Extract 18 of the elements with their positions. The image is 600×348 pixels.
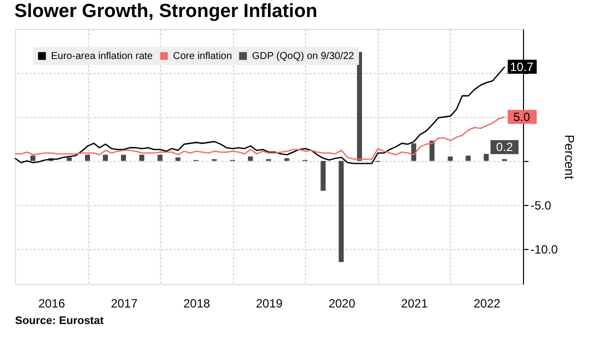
- x-tick-label: 2021: [401, 296, 428, 310]
- y-tick-label: -10.0: [530, 242, 558, 256]
- x-tick-label: 2022: [474, 296, 501, 310]
- x-tick-label: 2016: [38, 296, 66, 310]
- chart-title: Slower Growth, Stronger Inflation: [14, 1, 318, 22]
- source-note: Source: Eurostat: [15, 315, 104, 327]
- legend-label: Core inflation: [173, 51, 232, 62]
- data-label: 0.2: [496, 140, 514, 154]
- x-tick-label: 2020: [328, 296, 356, 310]
- x-tick-label: 2018: [183, 296, 210, 310]
- data-label: 10.7: [510, 60, 534, 74]
- x-tick-label: 2017: [110, 296, 138, 310]
- legend-label: Euro-area inflation rate: [51, 51, 154, 62]
- data-label: 5.0: [513, 110, 530, 124]
- legend-label: GDP (QoQ) on 9/30/22: [252, 51, 355, 62]
- y-axis-title: Percent: [562, 134, 577, 180]
- y-tick-label: -5.0: [530, 198, 552, 212]
- x-tick-label: 2019: [256, 296, 283, 310]
